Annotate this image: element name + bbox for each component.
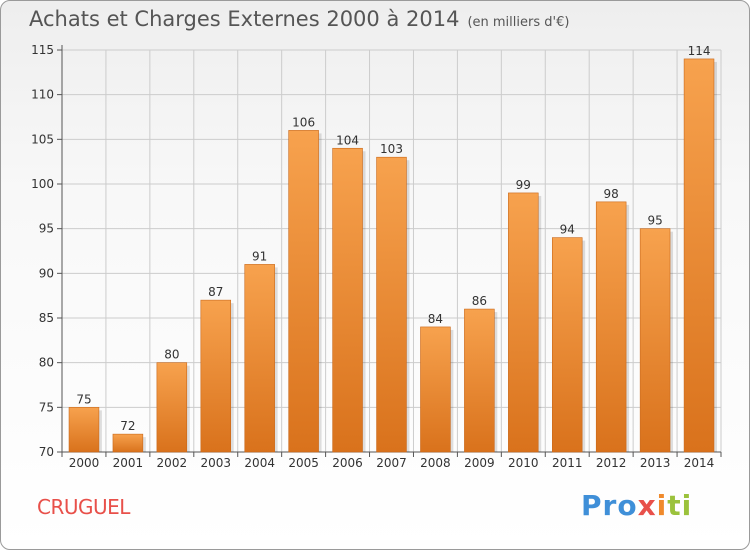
y-tick-label: 75 [39,400,54,414]
y-tick-label: 110 [31,88,54,102]
labels: 70 75 80 85 90 95 100 105 110 115 75 2000 72 2001 80 20… [31,43,714,470]
proxiti-logo: Proxiti [581,489,692,522]
x-tick-label-2002: 2002 [157,456,188,470]
value-label-2011: 94 [560,223,575,237]
y-tick-label: 85 [39,311,54,325]
x-tick-label-2001: 2001 [113,456,144,470]
x-tick-label-2013: 2013 [640,456,671,470]
chart-title-text: Achats et Charges Externes 2000 à 2014 [29,7,460,31]
x-tick-label-2005: 2005 [288,456,319,470]
town-name: CRUGUEL [37,495,130,519]
chart-subtitle: (en milliers d'€) [467,15,570,30]
x-tick-label-2006: 2006 [332,456,363,470]
value-label-2009: 86 [472,294,487,308]
x-tick-label-2011: 2011 [552,456,583,470]
logo-part-2: x [637,489,657,522]
x-tick-label-2014: 2014 [684,456,715,470]
y-tick-label: 70 [39,445,54,459]
bars [68,58,717,453]
value-label-2013: 95 [647,214,662,228]
y-tick-label: 115 [31,43,54,57]
bar-2000 [68,407,100,453]
logo-part-1: Pro [581,489,638,522]
value-label-2000: 75 [76,392,91,406]
bar-2010 [508,192,539,453]
value-label-2007: 103 [380,142,403,156]
value-label-2014: 114 [688,44,711,58]
bar-2011 [551,237,583,453]
bar-2002 [156,362,188,453]
bar-2005 [288,130,319,453]
x-tick-label-2010: 2010 [508,456,539,470]
bar-2009 [464,308,495,453]
x-tick-label-2000: 2000 [69,456,100,470]
bar-2001 [112,433,144,453]
bar-2008 [420,326,451,453]
bar-2003 [200,299,232,453]
value-label-2003: 87 [208,285,223,299]
logo-part-4: ti [667,489,693,522]
y-tick-label: 95 [39,222,54,236]
x-tick-label-2009: 2009 [464,456,495,470]
logo-part-3: i [656,489,668,522]
value-label-2002: 80 [164,348,179,362]
bar-2014 [683,58,715,453]
x-tick-label-2008: 2008 [420,456,451,470]
x-tick-label-2004: 2004 [244,456,275,470]
value-label-2006: 104 [336,133,359,147]
value-label-2008: 84 [428,312,443,326]
bar-2006 [332,147,363,453]
x-tick-label-2003: 2003 [200,456,231,470]
x-tick-label-2007: 2007 [376,456,407,470]
bar-2004 [244,264,275,453]
value-label-2004: 91 [252,249,267,263]
value-label-2001: 72 [120,419,135,433]
x-tick-label-2012: 2012 [596,456,627,470]
y-tick-label: 80 [39,356,54,370]
chart-title: Achats et Charges Externes 2000 à 2014 (e… [29,7,569,31]
bar-2013 [639,228,671,453]
bar-2007 [376,156,407,453]
y-tick-label: 100 [31,177,54,191]
value-label-2012: 98 [604,187,619,201]
value-label-2010: 99 [516,178,531,192]
value-label-2005: 106 [292,115,315,129]
bar-2012 [595,201,627,453]
y-tick-label: 105 [31,132,54,146]
y-tick-label: 90 [39,266,54,280]
